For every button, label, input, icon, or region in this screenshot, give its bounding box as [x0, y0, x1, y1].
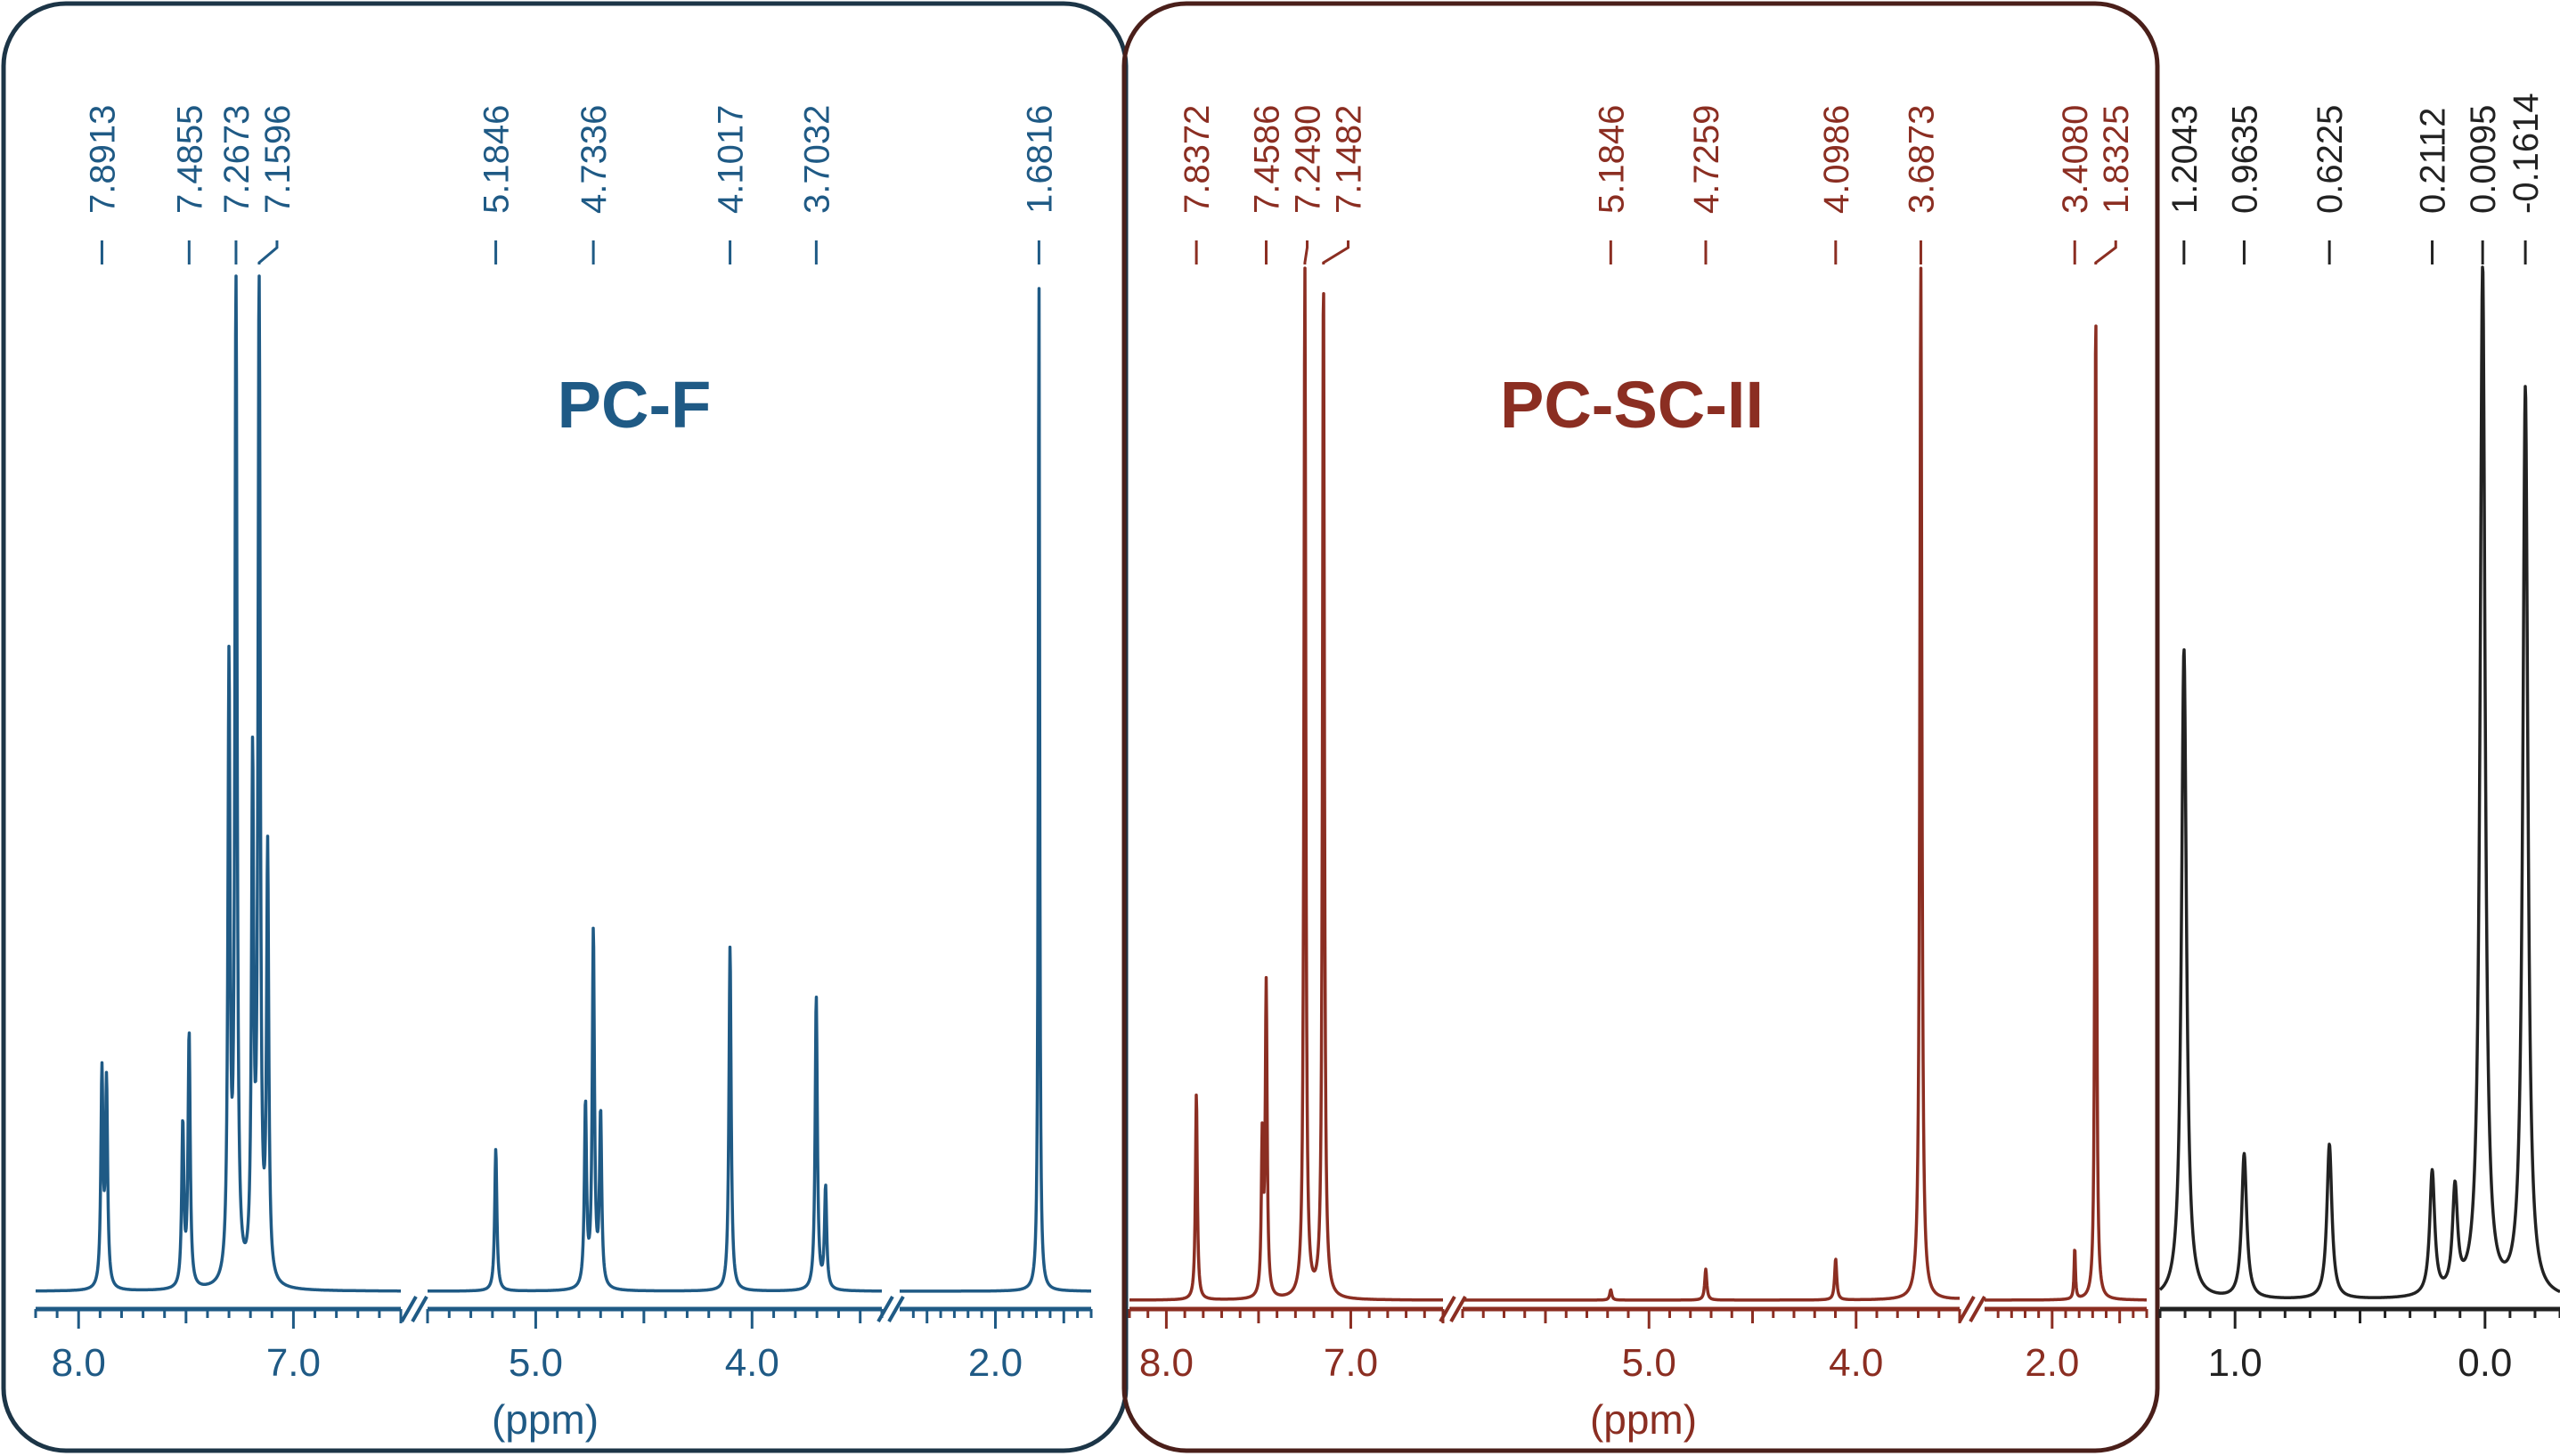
peak-label: 7.8372: [1178, 105, 1217, 214]
spectrum-trace: [34, 274, 403, 1293]
x-tick-label: 2.0: [968, 1341, 1023, 1385]
spectrum-pc-sc-ii: [1128, 266, 2148, 1302]
peak-label: 4.1017: [712, 105, 751, 214]
peak-label: 3.4080: [2056, 105, 2095, 214]
panel-frame-pc-sc-ii: [1121, 1, 2160, 1453]
peak-label: 5.1846: [477, 105, 517, 214]
panel-pc-f: PC-F (ppm) 7.8913 7.4855 7.2673 7.1596 5.184…: [1, 1, 1129, 1453]
peak-label: 0.9635: [2225, 105, 2264, 214]
tick-labels-pc-sc-ii: 8.0 7.0 5.0 4.0 2.0: [1139, 1341, 2080, 1385]
peak-label: 0.2112: [2414, 108, 2453, 214]
x-tick-label: 4.0: [1829, 1341, 1883, 1385]
x-tick-label: 7.0: [266, 1341, 321, 1385]
panel-title-pc-sc-ii: PC-SC-II: [1500, 368, 1764, 442]
axis-break: [1439, 1296, 1456, 1322]
x-axis-label-pc-f: (ppm): [492, 1396, 599, 1443]
spectrum-pc-f: [34, 274, 1093, 1293]
peak-label-group-upfield: 1.2043 0.9635 0.6225 0.2112 0.0095 -0.1614: [2165, 93, 2546, 264]
peak-label: 7.4586: [1248, 105, 1287, 214]
tick-labels-upfield: 1.0 0.0: [2208, 1341, 2513, 1385]
peak-label-connector: [2094, 240, 2117, 264]
panel-upfield: 1.2043 0.9635 0.6225 0.2112 0.0095 -0.1614 1.…: [2158, 93, 2560, 1385]
spectrum-trace: [2158, 265, 2560, 1299]
peak-label-connector: [257, 240, 279, 264]
peak-label: 4.7336: [575, 105, 614, 214]
peak-label-group-pc-f: 7.8913 7.4855 7.2673 7.1596 5.1846 4.7336 4.10…: [83, 105, 1059, 264]
x-tick-label: 4.0: [725, 1341, 779, 1385]
panel-pc-sc-ii: PC-SC-II (ppm) 7.8372 7.4586 7.2490 7.1482 5…: [1121, 1, 2160, 1453]
panel-title-pc-f: PC-F: [558, 368, 712, 442]
axis-break: [1958, 1296, 1976, 1322]
peak-label: 7.2673: [217, 105, 257, 214]
peak-label: 4.7259: [1687, 105, 1726, 214]
axis-break: [887, 1296, 905, 1322]
x-axis-label-pc-sc-ii: (ppm): [1590, 1396, 1697, 1443]
peak-label: 1.6816: [1020, 105, 1059, 214]
x-tick-label: 5.0: [509, 1341, 563, 1385]
tick-labels-pc-f: 8.0 7.0 5.0 4.0 2.0: [52, 1341, 1023, 1385]
axis-break: [400, 1296, 418, 1322]
peak-label: 5.1846: [1592, 105, 1631, 214]
axis-break: [411, 1296, 428, 1322]
x-tick-label: 5.0: [1622, 1341, 1676, 1385]
peak-label: 1.8325: [2097, 105, 2136, 214]
axis-pc-f: [34, 1296, 1093, 1329]
peak-label: 1.2043: [2165, 105, 2205, 214]
peak-label: 3.7032: [797, 105, 836, 214]
peak-label: 7.4855: [170, 105, 209, 214]
axis-pc-sc-ii: [1128, 1296, 2148, 1329]
peak-label: 7.2490: [1289, 105, 1328, 214]
spectrum-trace: [898, 287, 1093, 1293]
peak-label: 7.1482: [1330, 105, 1369, 214]
peak-label: 0.6225: [2311, 105, 2350, 214]
spectrum-trace: [1983, 324, 2148, 1302]
axis-break: [876, 1296, 894, 1322]
axis-upfield: [2158, 1306, 2560, 1329]
x-tick-label: 1.0: [2208, 1341, 2262, 1385]
spectrum-upfield: [2158, 265, 2560, 1299]
peak-label: -0.1614: [2507, 93, 2546, 214]
peak-label: 7.8913: [83, 105, 122, 214]
peak-label-connector: [1322, 240, 1350, 264]
peak-label-connector: [1303, 240, 1309, 264]
peak-label-group-pc-sc-ii: 7.8372 7.4586 7.2490 7.1482 5.1846 4.7259 4.09…: [1178, 105, 2136, 264]
x-tick-label: 8.0: [52, 1341, 106, 1385]
peak-label: 3.6873: [1902, 105, 1941, 214]
panel-frame-pc-f: [1, 1, 1129, 1453]
axis-break: [1969, 1296, 1986, 1322]
x-tick-label: 0.0: [2458, 1341, 2512, 1385]
x-tick-label: 8.0: [1139, 1341, 1194, 1385]
peak-label: 7.1596: [258, 105, 298, 214]
spectrum-trace: [1461, 266, 1961, 1302]
spectrum-trace: [426, 926, 884, 1293]
spectrum-trace: [1128, 266, 1445, 1302]
peak-label: 0.0095: [2464, 105, 2503, 214]
peak-label: 4.0986: [1817, 105, 1856, 214]
x-tick-label: 2.0: [2025, 1341, 2079, 1385]
x-tick-label: 7.0: [1324, 1341, 1378, 1385]
